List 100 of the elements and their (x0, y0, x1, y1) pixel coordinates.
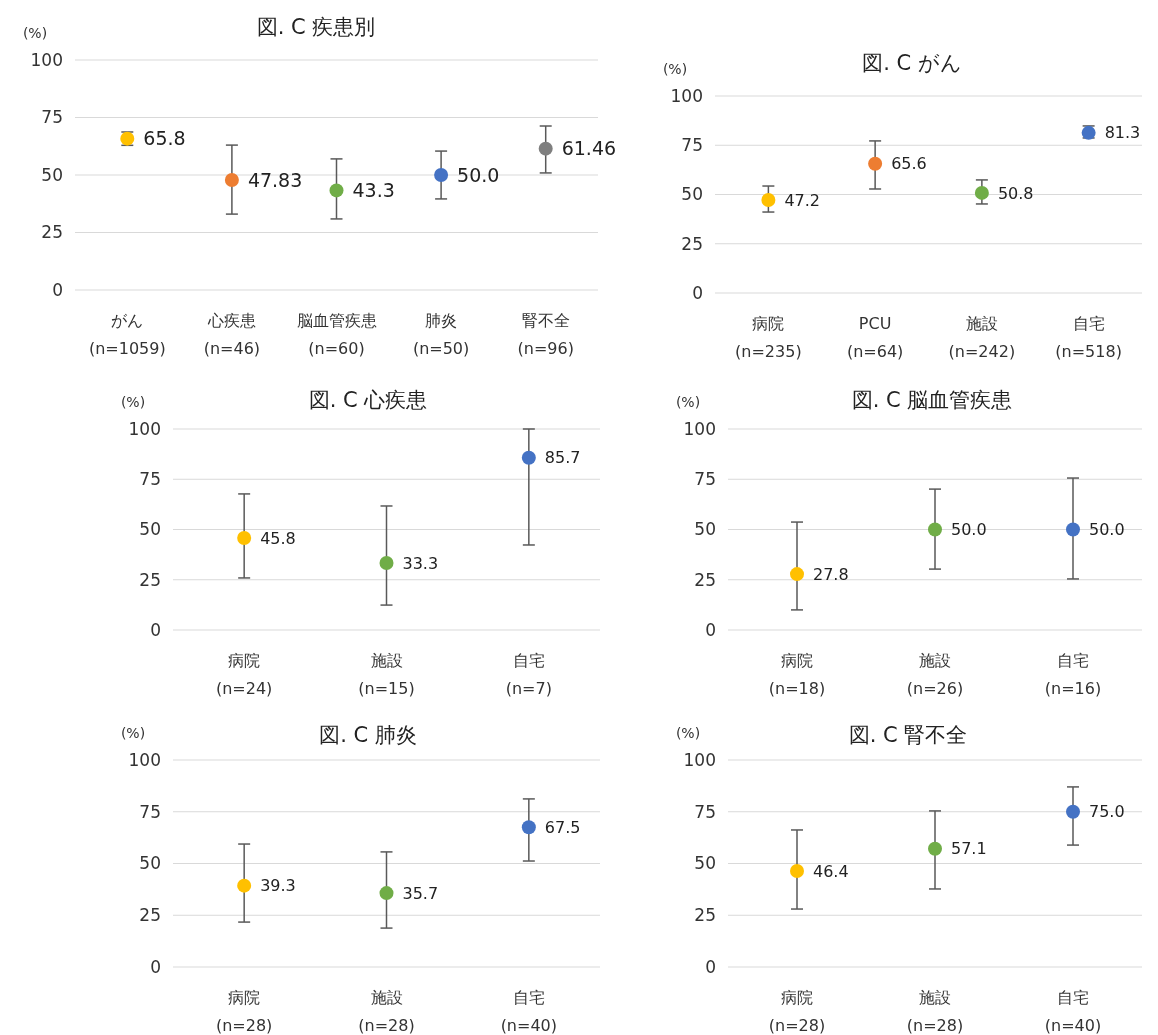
y-tick-label: 75 (139, 801, 161, 822)
data-label: 39.3 (260, 876, 296, 896)
data-label: 50.0 (457, 163, 500, 186)
y-tick-label: 100 (683, 418, 716, 439)
y-tick-label: 75 (694, 469, 716, 490)
y-tick-label: 100 (670, 85, 703, 106)
data-label: 27.8 (813, 564, 849, 584)
y-tick-label: 0 (150, 619, 161, 640)
y-tick-label: 50 (139, 519, 161, 540)
data-label: 61.46 (561, 137, 617, 160)
data-label: 35.7 (402, 883, 439, 903)
x-tick-label: 自宅 (n=40) (1044, 988, 1102, 1035)
point (329, 183, 344, 198)
y-tick-label: 25 (139, 569, 161, 590)
point (1066, 804, 1080, 819)
x-tick-label: 腎不全 (n=96) (517, 311, 574, 358)
chart-title: 図. C 腎不全 (848, 723, 968, 747)
chart-title: 図. C 疾患別 (256, 15, 376, 39)
chart-title: 図. C 心疾患 (308, 388, 428, 412)
point (237, 878, 252, 893)
point (538, 141, 553, 156)
data-label: 50.8 (997, 183, 1034, 203)
data-label: 47.2 (784, 190, 820, 210)
y-tick-label: 100 (683, 749, 716, 770)
y-tick-label: 0 (52, 279, 63, 300)
data-label: 50.0 (1089, 520, 1125, 540)
x-tick-label: PCU (n=64) (846, 314, 904, 361)
x-tick-label: 施設 (n=28) (906, 988, 964, 1035)
x-tick-label: 病院 (n=24) (215, 651, 273, 698)
y-tick-label: 25 (41, 222, 63, 243)
y-tick-label: 0 (705, 619, 716, 640)
y-tick-label: 100 (128, 418, 161, 439)
point (224, 172, 239, 187)
x-tick-label: 病院 (n=28) (768, 988, 826, 1035)
data-label: 33.3 (402, 553, 439, 573)
y-tick-label: 25 (139, 905, 161, 926)
x-tick-label: 施設 (n=242) (948, 314, 1016, 361)
y-tick-label: 50 (41, 164, 63, 185)
point (379, 556, 394, 571)
point (761, 193, 776, 208)
x-tick-label: 脳血管疾患 (n=60) (296, 311, 377, 358)
point (237, 530, 252, 545)
y-axis-title: (%) (120, 725, 146, 741)
data-label: 45.8 (260, 528, 296, 548)
data-label: 67.5 (544, 817, 581, 837)
x-tick-label: 施設 (n=15) (358, 651, 415, 698)
y-tick-label: 50 (681, 184, 703, 205)
y-tick-label: 50 (139, 853, 161, 874)
chart-title: 図. C 肺炎 (319, 723, 417, 747)
chart-title: 図. C 脳血管疾患 (851, 388, 1013, 412)
point (928, 841, 942, 856)
x-tick-label: 病院 (n=18) (768, 651, 826, 698)
data-label: 43.3 (352, 179, 395, 202)
point (434, 168, 449, 182)
data-label: 65.6 (891, 154, 927, 174)
data-label: 50.0 (951, 520, 987, 540)
y-axis-title: (%) (22, 25, 48, 41)
data-label: 47.83 (247, 168, 303, 191)
data-label: 81.3 (1104, 123, 1141, 143)
y-axis-title: (%) (120, 394, 146, 410)
x-tick-label: 肺炎 (n=50) (412, 311, 470, 358)
x-tick-label: 自宅 (n=518) (1055, 314, 1122, 361)
y-axis-title: (%) (675, 394, 701, 410)
x-tick-label: 自宅 (n=40) (500, 988, 558, 1035)
y-tick-label: 0 (692, 282, 703, 303)
y-axis-title: (%) (662, 61, 688, 77)
data-label: 65.8 (143, 127, 186, 150)
y-tick-label: 100 (30, 49, 63, 70)
point (521, 820, 536, 835)
x-tick-label: 施設 (n=26) (906, 651, 964, 698)
chart-title: 図. C がん (862, 51, 962, 75)
data-label: 75.0 (1089, 802, 1125, 822)
data-label: 46.4 (813, 861, 849, 881)
y-tick-label: 25 (694, 569, 716, 590)
y-tick-label: 75 (41, 107, 63, 128)
y-tick-label: 25 (681, 233, 703, 254)
point (379, 886, 394, 901)
x-tick-label: がん (n=1059) (88, 311, 166, 358)
point (974, 185, 989, 200)
x-tick-label: 病院 (n=235) (735, 314, 802, 361)
y-tick-label: 75 (681, 135, 703, 156)
point (868, 156, 883, 171)
x-tick-label: 病院 (n=28) (215, 988, 273, 1035)
y-axis-title: (%) (675, 725, 701, 741)
x-tick-label: 自宅 (n=16) (1044, 651, 1102, 698)
point (790, 863, 804, 878)
data-label: 57.1 (951, 839, 987, 859)
data-label: 85.7 (544, 448, 581, 468)
y-tick-label: 100 (128, 749, 161, 770)
y-tick-label: 50 (694, 853, 716, 874)
x-tick-label: 心疾患 (n=46) (203, 311, 261, 358)
point (521, 450, 536, 465)
x-tick-label: 自宅 (n=7) (505, 651, 552, 698)
y-tick-label: 75 (694, 801, 716, 822)
y-tick-label: 25 (694, 905, 716, 926)
y-tick-label: 0 (150, 956, 161, 977)
y-tick-label: 75 (139, 469, 161, 490)
x-tick-label: 施設 (n=28) (358, 988, 415, 1035)
y-tick-label: 0 (705, 956, 716, 977)
y-tick-label: 50 (694, 519, 716, 540)
